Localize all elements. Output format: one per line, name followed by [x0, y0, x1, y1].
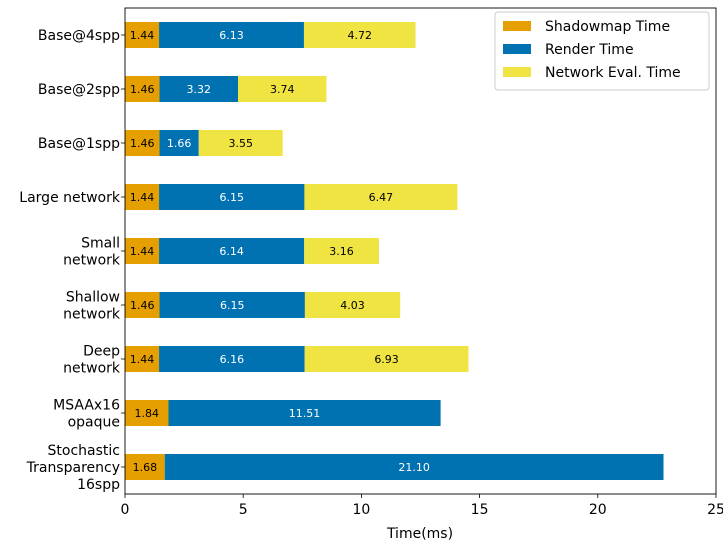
category-label: MSAAx16 opaque: [53, 398, 120, 431]
bar-value-label: 1.68: [133, 461, 158, 474]
bar-value-label: 11.51: [289, 407, 321, 420]
bar-value-label: 4.03: [340, 299, 365, 312]
legend-swatch: [503, 67, 531, 77]
legend-swatch: [503, 21, 531, 31]
bar-render-8: [164, 454, 664, 480]
bar-value-label: 6.47: [369, 191, 394, 204]
bar-value-label: 1.46: [130, 83, 155, 96]
bar-render-6: [159, 346, 305, 372]
bar-value-label: 1.44: [130, 191, 155, 204]
bar-value-label: 3.16: [329, 245, 354, 258]
bar-value-label: 21.10: [398, 461, 430, 474]
category-label: Base@4spp: [38, 28, 120, 44]
bar-shadowmap-7: [125, 400, 169, 426]
bar-shadowmap-6: [125, 346, 160, 372]
bar-value-label: 1.44: [130, 245, 155, 258]
bar-value-label: 1.44: [130, 29, 155, 42]
bar-value-label: 6.16: [220, 353, 245, 366]
legend-swatch: [503, 44, 531, 54]
bar-render-1: [159, 76, 238, 102]
category-label: Shallow network: [63, 290, 121, 323]
category-label: Small network: [63, 236, 121, 269]
x-tick-label: 15: [471, 502, 489, 518]
bar-network-0: [303, 22, 416, 48]
x-tick-label: 10: [352, 502, 370, 518]
category-label: Deep network: [63, 344, 121, 377]
category-label: Stochastic Transparency 16spp: [26, 443, 120, 493]
bar-shadowmap-1: [125, 76, 160, 102]
x-tick-label: 20: [589, 502, 607, 518]
legend-box: [494, 11, 710, 91]
bar-value-label: 1.46: [130, 299, 155, 312]
bar-render-4: [159, 238, 305, 264]
bar-network-5: [304, 292, 401, 318]
bar-value-label: 1.66: [167, 137, 192, 150]
bar-network-3: [304, 184, 458, 210]
bar-render-5: [159, 292, 305, 318]
bar-shadowmap-2: [125, 130, 160, 156]
axes-layer: Base@4spp Base@2spp Base@1spp Large network…: [19, 7, 723, 518]
bar-value-label: 6.15: [219, 191, 244, 204]
bar-network-6: [304, 346, 469, 372]
x-tick-label: 25: [707, 502, 723, 518]
bar-value-label: 3.74: [270, 83, 295, 96]
bar-network-4: [304, 238, 379, 264]
bar-value-label: 6.13: [219, 29, 244, 42]
bar-render-0: [159, 22, 304, 48]
bar-shadowmap-0: [125, 22, 160, 48]
bar-value-label: 4.72: [347, 29, 372, 42]
bar-value-label: 6.93: [374, 353, 399, 366]
legend: Shadowmap Time Render Time Network Eval. T…: [494, 11, 710, 91]
bar-shadowmap-8: [125, 454, 165, 480]
legend-label: Render Time: [545, 42, 634, 58]
bar-render-3: [159, 184, 305, 210]
legend-label: Network Eval. Time: [545, 65, 681, 81]
bar-shadowmap-4: [125, 238, 160, 264]
bar-value-label: 1.46: [130, 137, 155, 150]
legend-label: Shadowmap Time: [545, 19, 670, 35]
bar-value-label: 6.15: [220, 299, 245, 312]
bar-network-2: [198, 130, 283, 156]
x-tick-label: 5: [239, 502, 248, 518]
bar-value-label: 6.14: [219, 245, 244, 258]
bar-value-label: 1.84: [134, 407, 159, 420]
bar-network-1: [237, 76, 327, 102]
bars-layer: 1.44 6.13 4.72 1.46 3.32 3.74 1.46 1.66 3.55 1.44…: [125, 22, 664, 480]
x-axis-label: Time(ms): [386, 526, 453, 542]
plot-frame: [124, 7, 717, 495]
bar-shadowmap-3: [125, 184, 160, 210]
bar-value-label: 3.32: [187, 83, 212, 96]
category-label: Large network: [19, 190, 121, 206]
x-tick-label: 0: [121, 502, 130, 518]
bar-value-label: 1.44: [130, 353, 155, 366]
bar-render-7: [168, 400, 441, 426]
bar-shadowmap-5: [125, 292, 160, 318]
category-label: Base@1spp: [38, 136, 120, 152]
category-label: Base@2spp: [38, 82, 120, 98]
bar-value-label: 3.55: [228, 137, 253, 150]
bar-render-2: [159, 130, 199, 156]
